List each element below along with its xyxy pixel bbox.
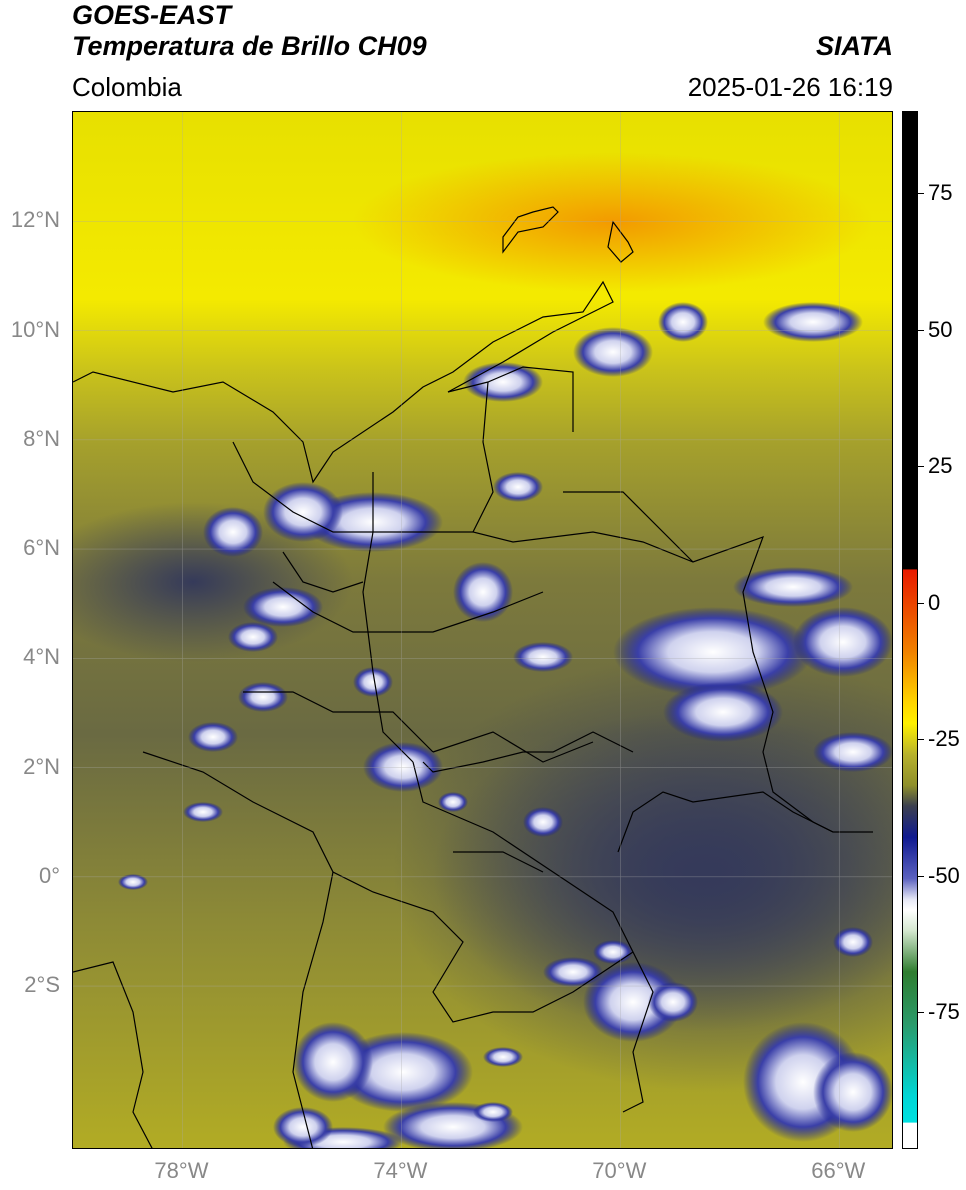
cloud-cell [463,362,543,402]
lat-tick-label: 6°N [23,535,60,561]
cloud-cells [118,302,892,1148]
cloud-cell [813,732,892,772]
cloud-cell [228,622,278,652]
lon-tick-label: 78°W [154,1158,209,1183]
dept-line-7 [282,551,364,593]
colorbar-tick-label: 0 [928,589,941,615]
cloud-cell [523,807,563,837]
cloud-cell [363,742,443,792]
colorbar-tick-label: 75 [928,179,953,205]
colorbar-tick-mark [918,602,924,604]
ecuador-peru-border [292,871,334,1148]
dept-line-2 [232,441,473,533]
lon-tick-label: 70°W [592,1158,647,1183]
cloud-cell [573,327,653,377]
graticule [73,112,892,1148]
cloud-cell [648,982,698,1022]
lat-tick-label: 2°N [23,753,60,779]
colorbar-tick-mark [918,329,924,331]
cloud-cell [793,607,892,677]
cloud-cell [203,507,263,557]
cloud-cell [183,802,223,822]
title-product: Temperatura de Brillo CH09 [72,31,427,61]
colombia-venezuela-border [472,381,873,833]
title-satellite: GOES-EAST [72,0,232,30]
colorbar-tick-label: 25 [928,453,953,479]
colorbar-tick-label: 50 [928,316,953,342]
colombia-brazil-border [412,761,654,1113]
cloud-cell [243,587,323,627]
dept-line-3 [272,581,544,633]
lat-tick-label: 2°S [24,972,60,998]
lat-tick-label: 8°N [23,425,60,451]
cloud-cell [473,1102,513,1122]
venezuela-internal [563,491,694,563]
colorbar-tick-mark [918,466,924,468]
lat-tick-label: 10°N [10,316,60,342]
cloud-cell [658,302,708,342]
lat-tick-label: 4°N [23,644,60,670]
cloud-cell [813,1052,892,1132]
cloud-cell [263,482,343,542]
dept-line-4 [243,691,434,753]
colorbar-tick-mark [918,192,924,194]
cloud-cell [613,607,813,697]
cloud-cell [833,927,873,957]
cloud-cell [593,940,633,964]
datetime-label: 2025-01-26 16:19 [687,72,893,102]
colorbar-tick-label: -75 [928,999,960,1025]
lon-tick-label: 66°W [811,1158,866,1183]
peninsula-outline [502,206,559,254]
brand-label: SIATA [816,31,893,61]
colorbar-tick-mark [918,1012,924,1014]
cloud-cell [293,1022,373,1102]
island-outline [607,220,634,263]
colorbar-canvas [903,112,917,1148]
colorbar-tick-label: -50 [928,862,960,888]
cloud-cell [353,667,393,697]
dept-line-6 [453,851,544,873]
colombia-ecuador-peru-border [142,751,634,1023]
lat-tick-label: 12°N [10,207,60,233]
country-borders [73,206,873,1148]
cloud-cell [493,472,543,502]
colorbar-fill [903,112,917,1148]
cloud-cell [763,302,863,342]
ecuador-coast [73,961,153,1148]
cloud-cell [118,874,148,890]
cloud-cell [583,962,683,1042]
northern-coast [73,280,614,484]
cloud-cell [453,562,513,622]
lon-tick-label: 74°W [373,1158,428,1183]
cloud-cell [513,642,573,672]
cloud-cell [438,792,468,812]
colorbar [902,111,918,1149]
cloud-cell [483,1047,523,1067]
colombia-venezuela-south [422,731,634,773]
cloud-cell [273,1107,333,1147]
colorbar-tick-mark [918,875,924,877]
cold-region-center [433,712,892,1032]
venezuela-brazil-border [617,791,834,853]
cloud-cell [733,567,853,607]
dept-line-5 [432,731,594,763]
brightness-temperature-map [72,111,893,1149]
colombia-venezuela-north [447,366,574,432]
region-label: Colombia [72,72,182,102]
cloud-cell [543,957,603,987]
cloud-cell [663,682,783,742]
map-canvas [73,112,892,1148]
lat-tick-label: 0° [38,862,60,888]
colorbar-tick-label: -25 [928,726,960,752]
cloud-cell [238,682,288,712]
cloud-cell [188,722,238,752]
colorbar-tick-mark [918,739,924,741]
